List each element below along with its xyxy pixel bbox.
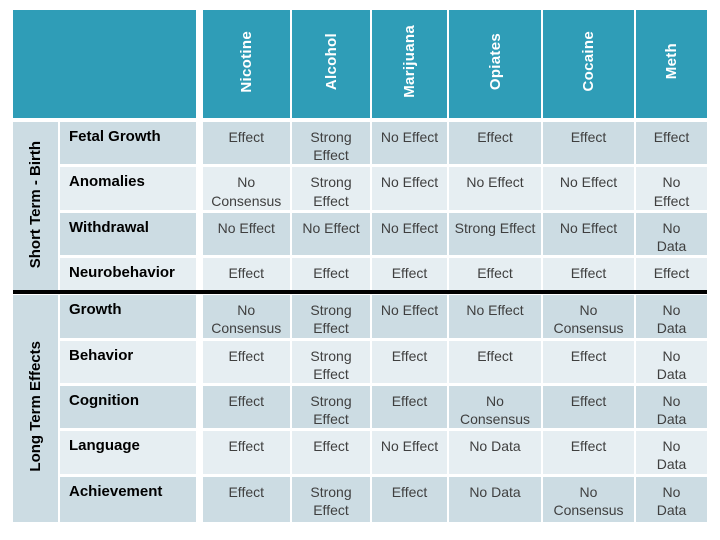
column-header-opiates: Opiates	[448, 10, 543, 122]
table-row-fetal-growth: Short Term - Birth Fetal Growth Effect S…	[13, 120, 707, 296]
cell-value: No Effect	[371, 165, 449, 213]
column-header-label: Meth	[663, 43, 680, 80]
column-header-nicotine: Nicotine	[199, 10, 292, 122]
section-header-long-term: Long Term Effects	[13, 293, 60, 525]
cell-value: Strong Effect	[291, 120, 372, 168]
cell-value: Effect	[199, 429, 292, 477]
table-row-anomalies: Anomalies No Consensus Strong Effect No …	[13, 165, 707, 213]
cell-value: Effect	[291, 256, 372, 296]
cell-value: No Data	[448, 429, 543, 477]
cell-value: No Effect	[291, 211, 372, 259]
cell-value: Effect	[635, 120, 707, 168]
column-header-label: Nicotine	[237, 30, 255, 93]
cell-value: Effect	[542, 429, 636, 477]
cell-value: No Data	[635, 475, 707, 525]
row-label: Anomalies	[59, 165, 203, 213]
effects-table: Nicotine Alcohol Marijuana Opiates Cocai…	[13, 10, 707, 525]
row-label: Fetal Growth	[59, 120, 203, 168]
cell-value: No Effect	[371, 211, 449, 259]
table-row-language: Language Effect Effect No Effect No Data…	[13, 429, 707, 477]
cell-value: Strong Effect	[291, 339, 372, 386]
cell-value: No Effect	[371, 120, 449, 168]
cell-value: No Data	[635, 211, 707, 259]
cell-value: Effect	[371, 384, 449, 432]
section-divider-line	[13, 290, 707, 294]
cell-value: No Consensus	[448, 384, 543, 432]
cell-value: No Data	[635, 339, 707, 386]
column-header-meth: Meth	[635, 10, 707, 122]
cell-value: No Effect	[448, 165, 543, 213]
row-label: Neurobehavior	[59, 256, 203, 296]
table-corner-cell	[13, 10, 203, 122]
cell-value: No Effect	[542, 165, 636, 213]
table-row-cognition: Cognition Effect Strong Effect Effect No…	[13, 384, 707, 432]
section-label: Long Term Effects	[27, 340, 44, 472]
cell-value: No Consensus	[199, 293, 292, 341]
cell-value: Strong Effect	[291, 475, 372, 525]
cell-value: Effect	[448, 256, 543, 296]
cell-value: No Effect	[635, 165, 707, 213]
table-row-withdrawal: Withdrawal No Effect No Effect No Effect…	[13, 211, 707, 259]
cell-value: No Consensus	[542, 475, 636, 525]
section-header-short-term: Short Term - Birth	[13, 120, 60, 296]
row-label: Withdrawal	[59, 211, 203, 259]
column-header-label: Cocaine	[580, 31, 597, 92]
cell-value: Effect	[371, 339, 449, 386]
row-label: Language	[59, 429, 203, 477]
cell-value: Effect	[542, 339, 636, 386]
row-label: Behavior	[59, 339, 203, 386]
cell-value: Effect	[542, 120, 636, 168]
cell-value: Effect	[199, 120, 292, 168]
cell-value: No Effect	[371, 293, 449, 341]
cell-value: Effect	[542, 256, 636, 296]
table-row-growth: Long Term Effects Growth No Consensus St…	[13, 293, 707, 525]
row-label: Achievement	[59, 475, 203, 525]
cell-value: Effect	[371, 475, 449, 525]
table-row-achievement: Achievement Effect Strong Effect Effect …	[13, 475, 707, 525]
drug-effects-table: Nicotine Alcohol Marijuana Opiates Cocai…	[13, 10, 707, 525]
cell-value: No Consensus	[199, 165, 292, 213]
column-header-marijuana: Marijuana	[371, 10, 449, 122]
cell-value: Strong Effect	[291, 293, 372, 341]
column-header-label: Alcohol	[322, 32, 340, 91]
cell-value: Effect	[448, 339, 543, 386]
cell-value: Effect	[199, 339, 292, 386]
cell-value: Effect	[291, 429, 372, 477]
cell-value: No Consensus	[542, 293, 636, 341]
cell-value: No Effect	[371, 429, 449, 477]
cell-value: Effect	[635, 256, 707, 296]
cell-value: Strong Effect	[448, 211, 543, 259]
column-header-label: Opiates	[486, 32, 504, 91]
section-label: Short Term - Birth	[27, 140, 44, 269]
column-header-alcohol: Alcohol	[291, 10, 372, 122]
table-row-behavior: Behavior Effect Strong Effect Effect Eff…	[13, 339, 707, 386]
cell-value: Strong Effect	[291, 165, 372, 213]
cell-value: No Data	[635, 384, 707, 432]
column-header-label: Marijuana	[401, 25, 418, 98]
cell-value: No Data	[635, 293, 707, 341]
row-label: Cognition	[59, 384, 203, 432]
cell-value: Effect	[371, 256, 449, 296]
cell-value: Effect	[199, 475, 292, 525]
cell-value: No Effect	[199, 211, 292, 259]
cell-value: Strong Effect	[291, 384, 372, 432]
cell-value: Effect	[199, 256, 292, 296]
cell-value: Effect	[448, 120, 543, 168]
header-row: Nicotine Alcohol Marijuana Opiates Cocai…	[13, 10, 707, 122]
row-label: Growth	[59, 293, 203, 341]
cell-value: No Data	[448, 475, 543, 525]
cell-value: No Effect	[448, 293, 543, 341]
cell-value: No Data	[635, 429, 707, 477]
column-header-cocaine: Cocaine	[542, 10, 636, 122]
cell-value: No Effect	[542, 211, 636, 259]
cell-value: Effect	[199, 384, 292, 432]
cell-value: Effect	[542, 384, 636, 432]
table-row-neurobehavior: Neurobehavior Effect Effect Effect Effec…	[13, 256, 707, 296]
